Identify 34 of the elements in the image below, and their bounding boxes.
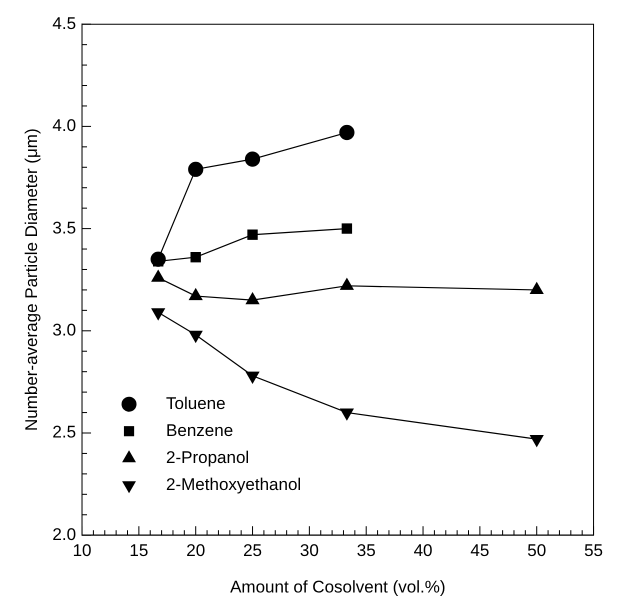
x-tick-label: 25 <box>243 541 262 560</box>
x-tick-label: 55 <box>584 541 604 560</box>
x-tick-label: 50 <box>527 541 546 560</box>
point <box>247 230 258 240</box>
x-tick-label: 35 <box>356 541 376 560</box>
x-tick-label: 15 <box>129 541 148 560</box>
legend-label: Benzene <box>166 420 234 440</box>
y-tick-label: 4.5 <box>52 14 76 33</box>
point <box>340 408 354 420</box>
point <box>188 162 204 177</box>
point <box>244 152 260 167</box>
point <box>530 435 544 447</box>
x-tick-label: 10 <box>72 541 92 560</box>
x-axis-title: Amount of Cosolvent (vol.%) <box>230 577 446 596</box>
y-tick-label: 2.5 <box>52 422 76 442</box>
x-tick-label: 45 <box>470 541 490 560</box>
y-tick-label: 2.0 <box>52 524 76 544</box>
point <box>150 252 166 267</box>
y-axis-title: Number-average Particle Diameter (μm) <box>22 128 41 432</box>
y-tick-label: 3.5 <box>52 218 76 238</box>
point <box>342 223 352 234</box>
y-tick-label: 4.0 <box>52 116 76 136</box>
point <box>189 330 202 342</box>
legend-label: 2-Propanol <box>166 448 250 467</box>
point <box>339 124 354 140</box>
point <box>152 308 165 320</box>
y-tick-label: 3.0 <box>52 320 76 340</box>
legend-label: Toluene <box>166 394 226 413</box>
x-tick-label: 20 <box>186 541 206 560</box>
legend-label: 2-Methoxyethanol <box>166 474 302 494</box>
point <box>190 252 201 262</box>
x-tick-label: 30 <box>300 541 319 560</box>
point <box>246 372 260 384</box>
x-tick-label: 40 <box>414 541 432 560</box>
